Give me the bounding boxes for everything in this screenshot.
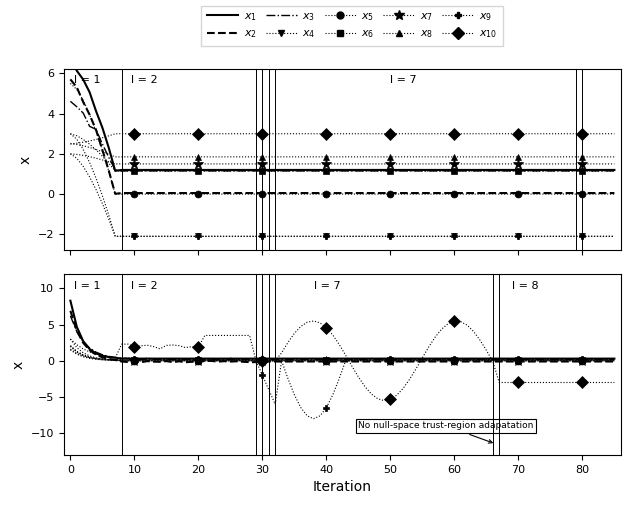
Text: l = 1: l = 1	[74, 76, 100, 85]
Text: l = 1: l = 1	[74, 281, 100, 291]
Text: No null-space trust-region adapatation: No null-space trust-region adapatation	[358, 421, 534, 443]
Text: l = 2: l = 2	[131, 76, 158, 85]
Text: l = 7: l = 7	[390, 76, 417, 85]
X-axis label: Iteration: Iteration	[313, 480, 372, 494]
Text: l = 2: l = 2	[131, 281, 158, 291]
Text: l = 8: l = 8	[512, 281, 539, 291]
Text: l = 7: l = 7	[314, 281, 340, 291]
Legend: $x_1$, $x_2$, $x_3$, $x_4$, $x_5$, $x_6$, $x_7$, $x_8$, $x_9$, $x_{10}$: $x_1$, $x_2$, $x_3$, $x_4$, $x_5$, $x_6$…	[202, 6, 502, 46]
Y-axis label: x: x	[12, 360, 26, 369]
Y-axis label: x: x	[18, 156, 32, 164]
